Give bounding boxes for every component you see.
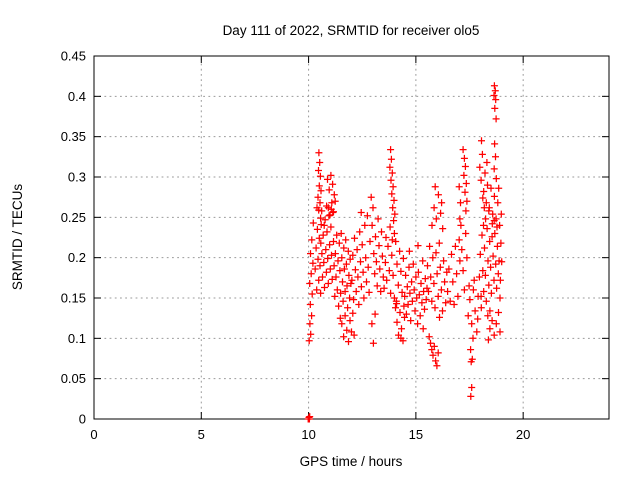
- y-axis-label: SRMTID / TECUs: [10, 184, 25, 291]
- y-tick-label: 0.3: [68, 170, 86, 185]
- y-tick-label: 0.45: [61, 49, 86, 64]
- y-tick-label: 0.35: [61, 129, 86, 144]
- y-tick-label: 0.1: [68, 331, 86, 346]
- y-tick-label: 0.4: [68, 89, 86, 104]
- plot-border: [93, 55, 610, 420]
- x-tick-label: 0: [90, 427, 97, 442]
- x-axis-label: GPS time / hours: [300, 454, 403, 469]
- y-tick-label: 0: [79, 412, 86, 427]
- y-tick-label: 0.2: [68, 250, 86, 265]
- y-tick-label: 0.25: [61, 210, 86, 225]
- chart-title: Day 111 of 2022, SRMTID for receiver olo…: [223, 23, 480, 38]
- scatter-points: [304, 82, 506, 423]
- y-tick-label: 0.15: [61, 291, 86, 306]
- y-tick-label: 0.05: [61, 371, 86, 386]
- x-tick-label: 5: [198, 427, 205, 442]
- x-tick-label: 15: [409, 427, 423, 442]
- x-tick-label: 10: [301, 427, 315, 442]
- axis-ticks: 0 5 10 15 20 0 0.05 0.1 0.15 0.2 0.25 0.3 0.35 0.4 0.4…: [61, 49, 609, 442]
- grid-lines: [94, 56, 609, 419]
- x-tick-label: 20: [516, 427, 530, 442]
